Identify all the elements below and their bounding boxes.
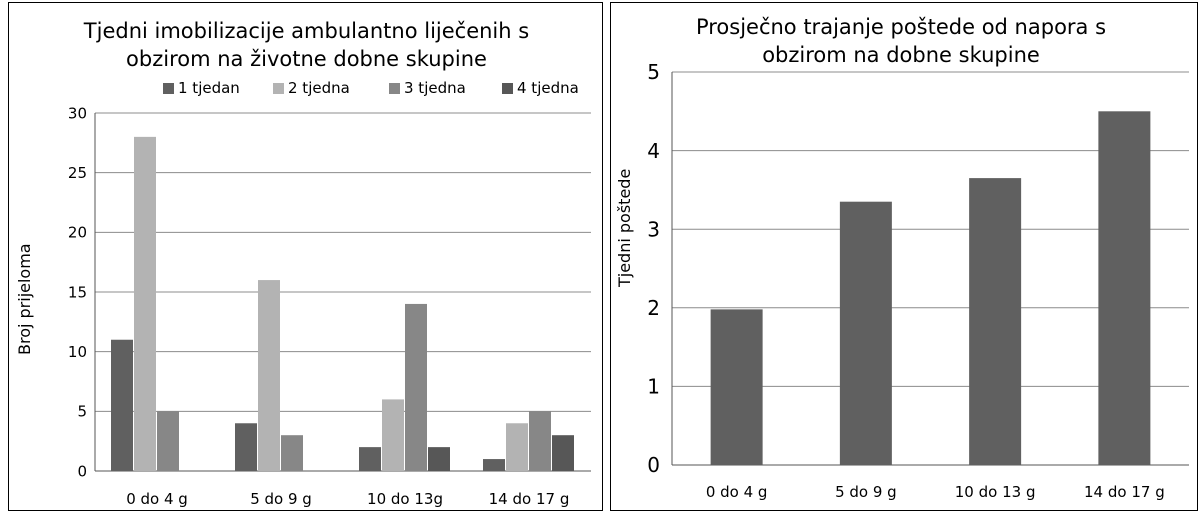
legend-item: 1 tjedan [163, 79, 240, 97]
legend-swatch [273, 83, 284, 94]
legend-item: 2 tjedna [273, 79, 350, 97]
x-tick-label: 14 do 17 g [1084, 483, 1165, 501]
y-tick-label: 10 [68, 343, 87, 361]
bar-chart-left: 0 5 10 15 20 25 30 0 do 4 g 5 do 9 g 10 do 13g 14 … [68, 104, 591, 508]
bar-chart-right: 0 1 2 3 4 5 0 do 4 g 5 do 9 g 10 do 13 g 14 do 17… [647, 60, 1189, 501]
chart-legend: 1 tjedan 2 tjedna 3 tjedna 4 tjedna [163, 79, 602, 99]
bar [552, 435, 574, 471]
y-tick-label: 2 [647, 296, 660, 320]
bar [529, 411, 551, 471]
y-tick-label: 3 [647, 217, 660, 241]
bar [281, 435, 303, 471]
x-tick-label: 0 do 4 g [126, 490, 188, 508]
x-tick-label: 14 do 17 g [489, 490, 570, 508]
y-tick-label: 25 [68, 164, 87, 182]
chart-panel-left: Tjedni imobilizacije ambulantno liječeni… [8, 2, 603, 511]
y-tick-label: 15 [68, 283, 87, 301]
legend-label: 4 tjedna [517, 79, 579, 97]
y-tick-label: 30 [68, 104, 87, 122]
chart-title-line2: obzirom na dobne skupine [762, 43, 1040, 67]
x-tick-label: 5 do 9 g [835, 483, 897, 501]
y-tick-label: 20 [68, 224, 87, 242]
bar [235, 423, 257, 471]
bar [157, 411, 179, 471]
bar [405, 303, 427, 471]
legend-label: 2 tjedna [288, 79, 350, 97]
bar [710, 309, 763, 465]
chart-title: Prosječno trajanje poštede od napora s o… [641, 13, 1161, 69]
x-tick-label: 10 do 13 g [955, 483, 1036, 501]
bar [1098, 111, 1151, 466]
y-tick-label: 5 [647, 60, 660, 84]
chart-title-line1: Tjedni imobilizacije ambulantno liječeni… [83, 19, 530, 43]
bar [506, 423, 528, 471]
bar [483, 459, 505, 471]
y-tick-label: 1 [647, 375, 660, 399]
legend-label: 3 tjedna [404, 79, 466, 97]
legend-item: 4 tjedna [502, 79, 579, 97]
bar [134, 136, 156, 471]
x-tick-label: 0 do 4 g [706, 483, 768, 501]
bar [428, 447, 450, 471]
legend-swatch [502, 83, 513, 94]
legend-swatch [389, 83, 400, 94]
legend-item: 3 tjedna [389, 79, 466, 97]
chart-title: Tjedni imobilizacije ambulantno liječeni… [9, 17, 602, 73]
bar [258, 280, 280, 471]
bar [359, 447, 381, 471]
legend-swatch [163, 83, 174, 94]
bar [969, 178, 1022, 466]
y-tick-label: 0 [647, 453, 660, 477]
bar [839, 201, 892, 465]
bar [111, 339, 133, 471]
y-tick-label: 0 [77, 462, 87, 480]
legend-label: 1 tjedan [178, 79, 240, 97]
x-tick-label: 10 do 13g [367, 490, 443, 508]
chart-panel-right: Prosječno trajanje poštede od napora s o… [610, 2, 1198, 511]
x-tick-label: 5 do 9 g [250, 490, 312, 508]
chart-title-line2: obzirom na životne dobne skupine [126, 47, 487, 71]
bar [382, 399, 404, 471]
y-tick-label: 5 [77, 403, 87, 421]
y-tick-label: 4 [647, 139, 660, 163]
chart-title-line1: Prosječno trajanje poštede od napora s [695, 15, 1107, 39]
